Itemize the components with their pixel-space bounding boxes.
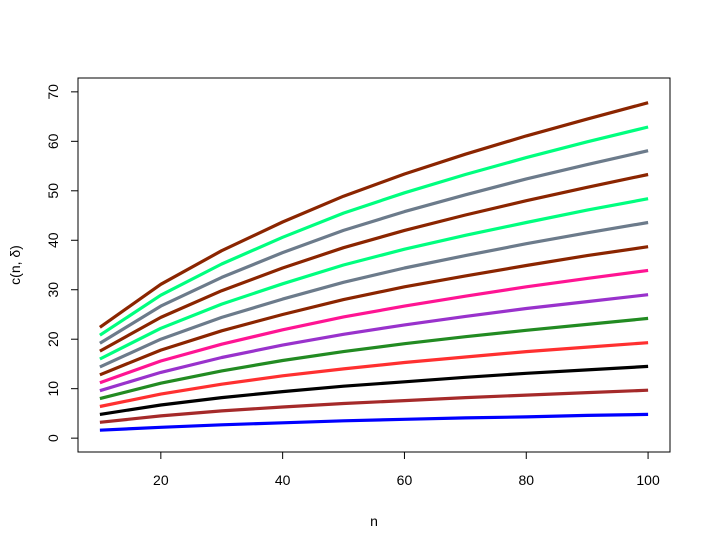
series-line-13 (99, 125, 649, 337)
x-tick-label: 60 (397, 472, 413, 488)
y-tick-label: 60 (45, 133, 61, 149)
series-line-2 (99, 388, 649, 424)
y-axis-title: c(n, δ) (7, 245, 23, 285)
series-line-8 (99, 245, 649, 377)
series-line-3 (99, 364, 649, 416)
series-line-11 (99, 172, 649, 353)
y-tick-label: 20 (45, 331, 61, 347)
y-tick-label: 50 (45, 183, 61, 199)
x-tick-label: 80 (518, 472, 534, 488)
series-layer (98, 101, 649, 432)
y-tick-label: 0 (45, 434, 61, 442)
y-tick-label: 70 (45, 84, 61, 100)
y-tick-label: 10 (45, 381, 61, 397)
series-line-1 (99, 412, 649, 432)
series-line-14 (98, 101, 649, 329)
series-line-9 (99, 220, 649, 369)
series-line-4 (99, 341, 649, 409)
x-tick-label: 20 (153, 472, 169, 488)
series-line-7 (99, 268, 649, 385)
y-tick-label: 40 (45, 232, 61, 248)
x-tick-label: 40 (275, 472, 291, 488)
y-axis: 0 10 20 30 40 50 60 70 (45, 84, 79, 442)
series-line-12 (99, 149, 649, 345)
x-tick-label: 100 (636, 472, 660, 488)
series-line-5 (99, 316, 649, 401)
x-axis-title: n (370, 513, 378, 529)
plot-frame (77, 77, 671, 453)
series-line-10 (99, 197, 649, 361)
x-axis: 20 40 60 80 100 (153, 451, 660, 488)
y-tick-label: 30 (45, 282, 61, 298)
series-line-6 (99, 293, 649, 393)
